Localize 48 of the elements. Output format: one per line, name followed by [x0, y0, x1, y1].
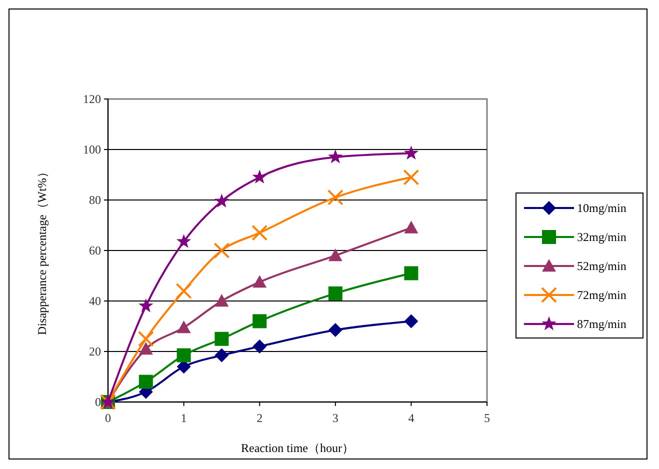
point — [404, 146, 419, 160]
point — [404, 220, 418, 234]
y-tick-label: 80 — [89, 193, 101, 208]
point — [138, 342, 153, 355]
x-tick-label: 5 — [484, 411, 490, 425]
x-tick-label: 2 — [256, 411, 263, 425]
point — [214, 242, 230, 258]
point — [176, 282, 192, 299]
point — [138, 374, 153, 389]
point — [252, 339, 267, 354]
x-tick-label: 1 — [180, 411, 187, 425]
y-tick-label: 40 — [89, 294, 101, 308]
point — [252, 170, 267, 184]
point — [138, 298, 154, 312]
point — [252, 314, 267, 328]
point — [138, 330, 154, 347]
y-tick-label: 60 — [89, 244, 101, 258]
y-axis-title: Disapperance percentage（Wt%） — [35, 166, 49, 335]
x-tick-label: 0 — [105, 411, 111, 425]
y-tick-label: 0 — [95, 395, 101, 410]
point — [404, 314, 418, 328]
point — [252, 275, 267, 288]
point — [176, 234, 192, 248]
point — [214, 294, 229, 307]
point — [328, 149, 343, 164]
x-tick-label: 3 — [332, 411, 338, 425]
legend-label: 72mg/min — [577, 288, 626, 302]
legend-label: 52mg/min — [577, 259, 626, 274]
x-axis-title: Reaction time（hour） — [241, 441, 354, 455]
point — [404, 266, 418, 280]
point — [214, 348, 229, 362]
point — [252, 224, 268, 241]
point — [328, 286, 342, 300]
point — [327, 189, 344, 206]
point — [328, 248, 342, 262]
legend-label: 87mg/min — [577, 317, 626, 332]
y-tick-label: 20 — [89, 344, 101, 359]
point — [214, 194, 230, 208]
x-tick-label: 4 — [408, 411, 414, 425]
legend-label: 10mg/min — [577, 201, 626, 216]
point — [214, 332, 229, 346]
y-tick-label: 100 — [83, 142, 101, 157]
point — [176, 320, 191, 334]
point — [176, 348, 191, 362]
y-tick-label: 120 — [83, 92, 101, 106]
legend-label: 32mg/min — [577, 230, 626, 244]
point — [328, 323, 342, 338]
point — [403, 169, 420, 186]
